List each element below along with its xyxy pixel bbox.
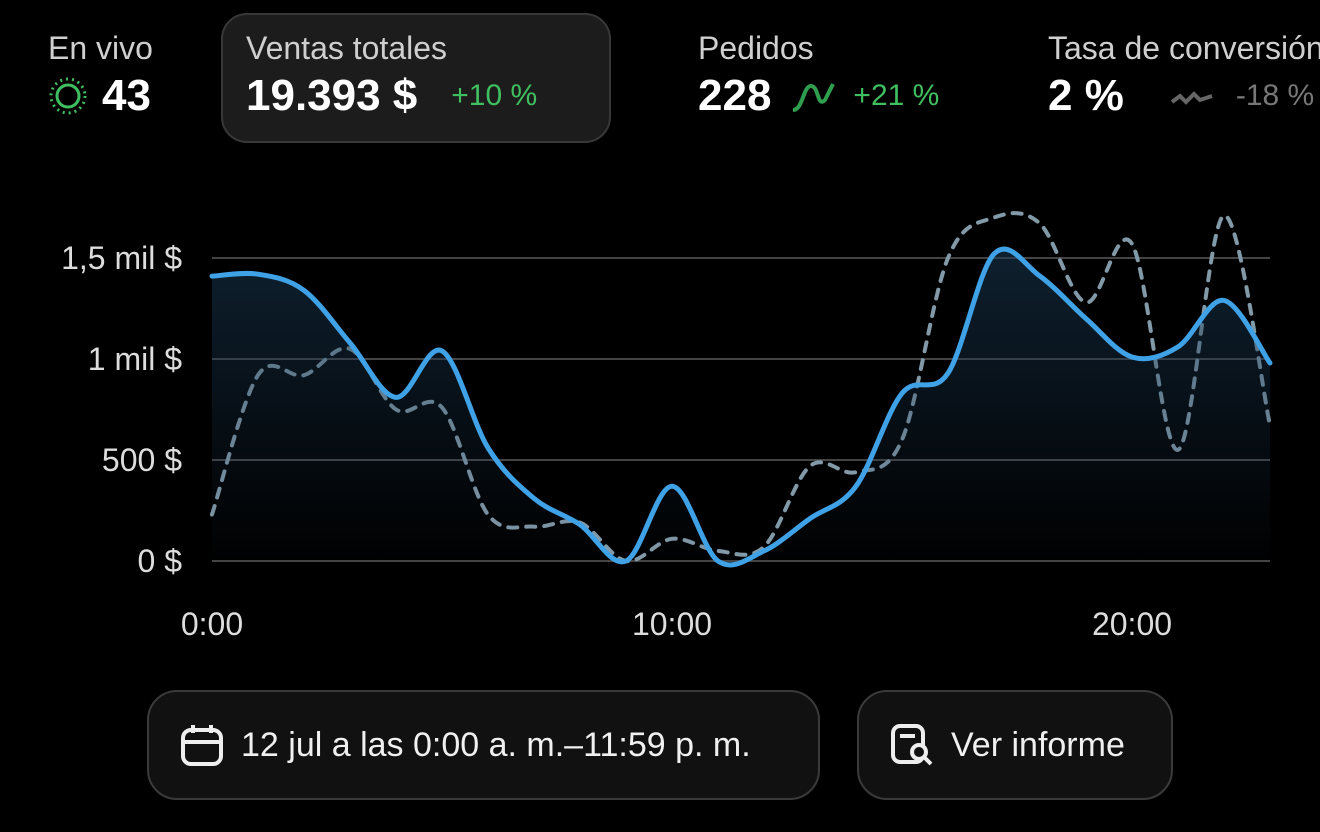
metric-value: 2 %: [1048, 71, 1124, 120]
report-button[interactable]: Ver informe: [857, 690, 1173, 800]
date-range-button[interactable]: 12 jul a las 0:00 a. m.–11:59 p. m.: [147, 690, 820, 800]
metric[interactable]: Ventas totales 19.393 $ +10 %: [246, 30, 537, 121]
x-tick-label: 20:00: [1092, 606, 1172, 642]
metric[interactable]: En vivo 43: [48, 30, 153, 121]
metric-label: Ventas totales: [246, 30, 448, 66]
x-tick-label: 10:00: [632, 606, 712, 642]
metric-label: Tasa de conversión: [1048, 30, 1320, 66]
metric[interactable]: Tasa de conversión 2 % -18 %: [1048, 30, 1320, 121]
metric-change: -18 %: [1235, 79, 1315, 112]
calendar-icon: [181, 725, 223, 766]
report-icon: [891, 724, 933, 766]
sparkline: [1170, 91, 1213, 105]
y-tick-label: 0 $: [138, 543, 183, 579]
y-tick-label: 1,5 mil $: [61, 240, 182, 276]
selected-card[interactable]: [221, 13, 611, 143]
area: [212, 249, 1270, 565]
y-tick-label: 500 $: [102, 442, 182, 478]
chart: 0 $ 500 $ 1 mil $ 1,5 mil $ 0:00 10:00 20:00: [61, 211, 1273, 642]
x-tick-label: 0:00: [181, 606, 243, 642]
metric-value: 19.393 $: [246, 71, 418, 120]
metric[interactable]: Pedidos 228 +21 %: [698, 30, 939, 121]
metric-label: Pedidos: [698, 30, 814, 66]
metric-value: 43: [102, 71, 151, 120]
metric-change: +10 %: [451, 79, 538, 112]
sparkline: [792, 83, 836, 112]
button-label: 12 jul a las 0:00 a. m.–11:59 p. m.: [241, 725, 751, 764]
metric-change: +21 %: [853, 79, 940, 112]
metric-label: En vivo: [48, 30, 153, 66]
line: [209, 246, 1273, 568]
metric-value: 228: [698, 71, 772, 120]
y-tick-label: 1 mil $: [88, 341, 182, 377]
live-icon: [49, 77, 87, 115]
button-label: Ver informe: [951, 725, 1125, 764]
